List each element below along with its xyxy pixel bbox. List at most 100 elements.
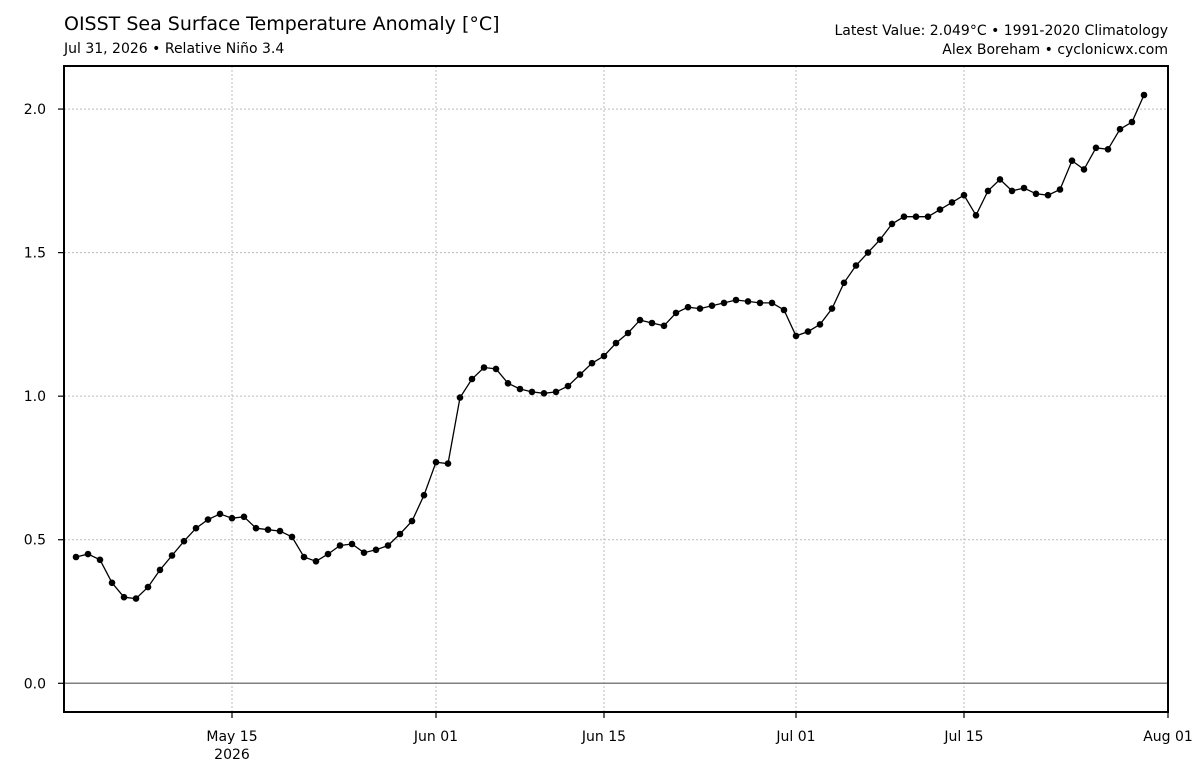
data-point <box>600 352 608 360</box>
x-tick-label: May 15 <box>206 729 257 745</box>
data-point <box>804 328 812 335</box>
data-point <box>612 339 620 347</box>
data-point <box>240 513 248 521</box>
chart-subtitle: Jul 31, 2026 • Relative Niño 3.4 <box>64 41 285 57</box>
data-point <box>432 458 440 466</box>
data-point <box>408 517 416 525</box>
chart-title: OISST Sea Surface Temperature Anomaly [°… <box>64 13 500 35</box>
data-point <box>324 550 332 558</box>
data-point <box>984 187 992 195</box>
data-point <box>168 552 176 559</box>
data-point <box>1080 166 1088 173</box>
x-tick-sublabel: 2026 <box>214 747 250 763</box>
data-point <box>912 213 920 220</box>
data-point <box>660 322 668 330</box>
data-point <box>756 299 764 307</box>
x-tick-label: Aug 01 <box>1143 729 1193 745</box>
x-tick-label: Jul 15 <box>943 729 983 745</box>
data-point <box>348 540 356 548</box>
data-point <box>288 533 296 541</box>
data-point <box>1044 191 1052 199</box>
data-point <box>780 306 788 314</box>
data-point <box>360 549 368 556</box>
x-tick-label: Jul 01 <box>775 729 815 745</box>
data-point <box>684 303 692 311</box>
data-point <box>204 516 212 523</box>
data-point <box>708 302 716 310</box>
data-point <box>972 212 980 219</box>
data-point <box>480 364 488 371</box>
data-point <box>312 558 320 565</box>
data-point <box>444 460 452 467</box>
plot-frame <box>63 65 1169 713</box>
data-point <box>828 305 836 312</box>
data-point <box>876 236 884 243</box>
data-point <box>540 390 548 397</box>
data-point <box>564 382 572 390</box>
data-point <box>276 527 284 535</box>
data-point <box>948 199 956 206</box>
data-point <box>108 579 116 587</box>
data-point <box>924 213 932 220</box>
data-point <box>852 262 860 269</box>
data-point <box>732 296 740 304</box>
data-point <box>528 388 536 396</box>
data-point <box>576 371 584 378</box>
data-point <box>144 583 152 591</box>
data-point <box>1068 157 1076 164</box>
data-point <box>72 553 80 561</box>
y-tick-label: 0.0 <box>24 676 46 692</box>
data-point <box>996 176 1004 183</box>
data-point <box>1104 146 1112 153</box>
data-point <box>744 298 752 305</box>
data-point <box>1116 125 1124 133</box>
data-point <box>84 550 92 558</box>
data-point <box>516 385 524 393</box>
data-point <box>492 365 500 373</box>
data-point <box>552 388 560 396</box>
data-point <box>420 491 428 499</box>
data-point <box>372 546 380 554</box>
data-point <box>228 514 236 522</box>
data-point <box>156 566 164 574</box>
data-point <box>504 380 512 387</box>
data-point <box>960 191 968 199</box>
data-point <box>840 279 848 287</box>
data-point <box>636 316 644 324</box>
data-point <box>888 220 896 228</box>
y-tick-label: 0.5 <box>24 533 46 549</box>
data-point <box>1056 186 1064 193</box>
data-point <box>192 524 200 532</box>
data-point <box>468 375 476 383</box>
data-point <box>96 556 104 564</box>
data-point <box>396 530 404 538</box>
data-point <box>300 553 308 561</box>
data-point <box>624 329 632 337</box>
data-point <box>1008 187 1016 195</box>
data-point <box>936 206 944 213</box>
data-point <box>1128 118 1136 126</box>
data-point <box>132 595 140 602</box>
data-point <box>816 321 824 328</box>
data-point <box>384 542 392 549</box>
data-point <box>264 526 272 533</box>
data-point <box>864 249 872 256</box>
data-point <box>1020 184 1028 192</box>
data-point <box>1092 144 1100 152</box>
series-line <box>75 94 1145 600</box>
data-point <box>252 524 260 532</box>
y-tick-label: 2.0 <box>24 102 46 118</box>
data-point <box>672 309 680 317</box>
data-point <box>456 394 464 401</box>
y-tick-label: 1.5 <box>24 246 46 262</box>
data-point <box>792 332 800 340</box>
data-point <box>768 299 776 307</box>
data-point <box>336 542 344 549</box>
data-point <box>696 305 704 312</box>
data-point <box>1140 91 1148 99</box>
data-point <box>120 593 128 601</box>
data-point <box>216 510 224 518</box>
x-tick-label: Jun 15 <box>581 729 626 745</box>
x-tick-label: Jun 01 <box>413 729 458 745</box>
